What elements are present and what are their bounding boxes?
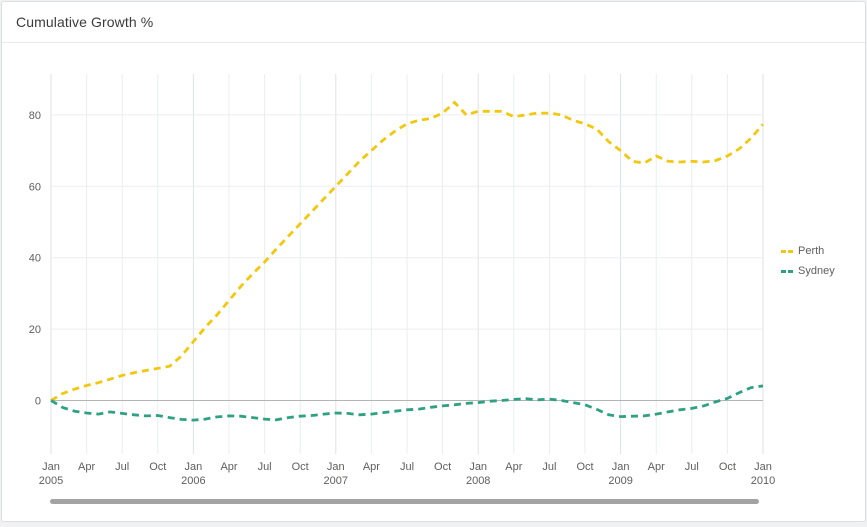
x-tick-label: Apr xyxy=(648,461,665,473)
legend-item-sydney[interactable]: Sydney xyxy=(781,265,835,278)
chart-title: Cumulative Growth % xyxy=(16,14,154,30)
x-tick-label: Jan xyxy=(612,461,630,473)
y-tick-label: 0 xyxy=(35,396,41,408)
x-tick-year-label: 2007 xyxy=(324,475,348,487)
x-tick-year-label: 2006 xyxy=(181,475,205,487)
sydney-series-line[interactable] xyxy=(50,384,764,422)
x-tick-label: Oct xyxy=(292,461,309,473)
x-tick-label: Jul xyxy=(400,461,414,473)
x-tick-label: Apr xyxy=(505,461,522,473)
x-tick-label: Jan xyxy=(469,461,487,473)
x-tick-label: Jan xyxy=(185,461,203,473)
x-tick-year-label: 2005 xyxy=(39,475,63,487)
x-tick-year-label: 2008 xyxy=(466,475,490,487)
x-tick-label: Jan xyxy=(42,461,60,473)
x-tick-label: Jan xyxy=(754,461,772,473)
x-tick-year-label: 2009 xyxy=(608,475,632,487)
y-tick-label: 40 xyxy=(29,253,41,265)
x-tick-label: Apr xyxy=(220,461,237,473)
legend-label: Sydney xyxy=(798,265,835,277)
x-axis-zoom-scrollbar[interactable] xyxy=(50,499,759,504)
x-tick-label: Oct xyxy=(719,461,736,473)
legend-label: Perth xyxy=(798,245,825,257)
x-tick-label: Oct xyxy=(576,461,593,473)
x-tick-label: Jul xyxy=(542,461,556,473)
x-tick-label: Oct xyxy=(434,461,451,473)
perth-series-line[interactable] xyxy=(50,100,765,402)
x-tick-label: Apr xyxy=(363,461,380,473)
x-tick-label: Jan xyxy=(327,461,345,473)
x-tick-label: Jul xyxy=(685,461,699,473)
x-tick-label: Jul xyxy=(258,461,272,473)
x-tick-year-label: 2010 xyxy=(751,475,775,487)
y-tick-label: 60 xyxy=(29,181,41,193)
x-tick-label: Jul xyxy=(115,461,129,473)
y-tick-label: 80 xyxy=(29,110,41,122)
sydney-dashed-swatch-icon xyxy=(781,270,793,273)
perth-dashed-swatch-icon xyxy=(781,250,793,253)
y-tick-label: 20 xyxy=(29,324,41,336)
chart-legend: Perth Sydney xyxy=(781,245,835,278)
x-tick-label: Oct xyxy=(149,461,166,473)
legend-item-perth[interactable]: Perth xyxy=(781,245,835,258)
chart-card-header: Cumulative Growth % xyxy=(2,2,865,43)
x-tick-label: Apr xyxy=(78,461,95,473)
